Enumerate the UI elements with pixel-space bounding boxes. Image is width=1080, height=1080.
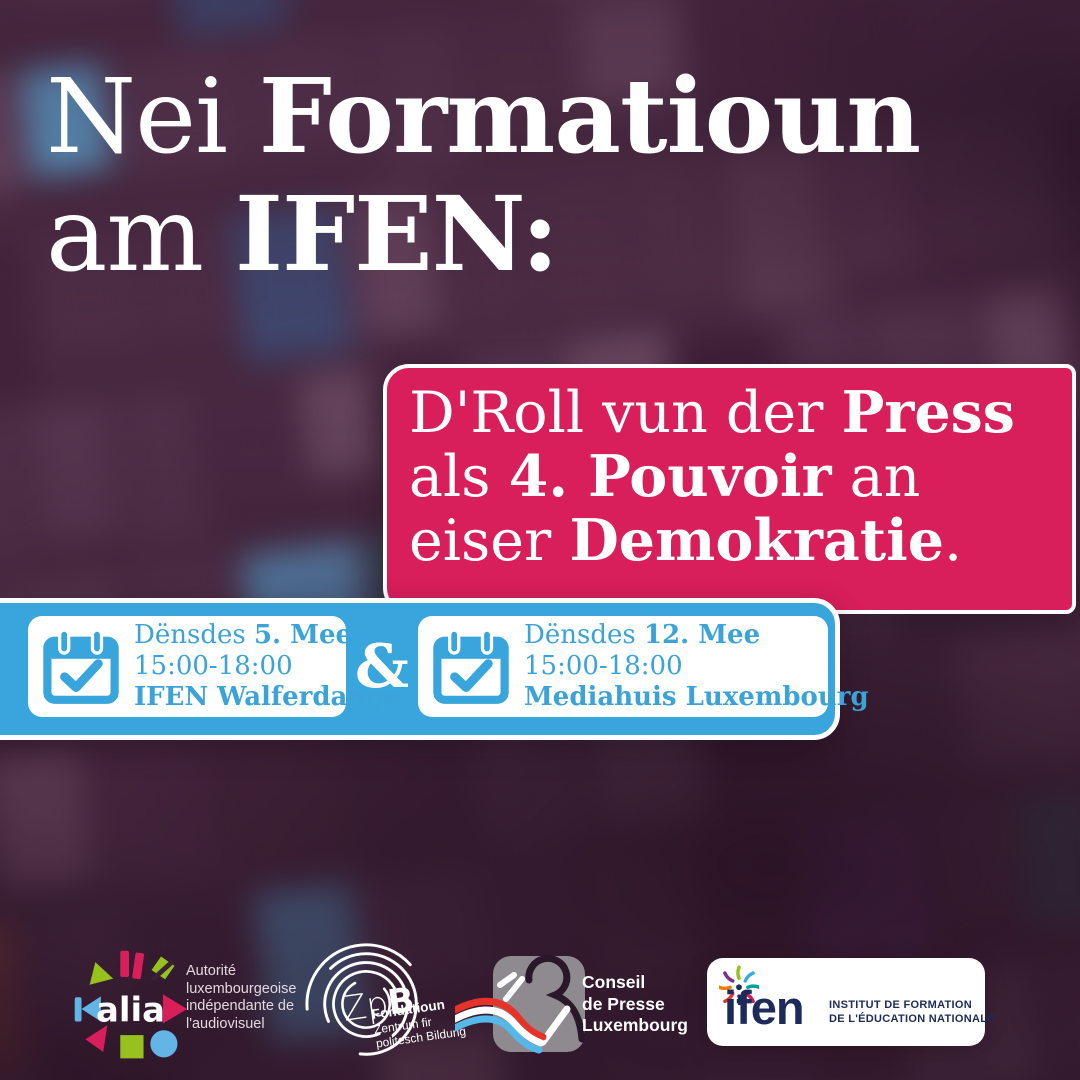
topic-line-1: D'Roll vun der Press — [409, 379, 1015, 446]
ifen-wordmark: ifen — [724, 981, 805, 1034]
event-1-details: Dënsdes 5. Mee 15:00-18:00 IFEN Walferda… — [134, 620, 401, 713]
event-2-time: 15:00-18:00 — [524, 651, 683, 681]
event-2-date: Dënsdes 12. Mee — [524, 620, 761, 650]
event-1-location: IFEN Walferdange — [134, 682, 401, 712]
topic-banner: D'Roll vun der Press als 4. Pouvoir an e… — [383, 364, 1076, 614]
topic-line-3: eiser Demokratie. — [409, 507, 963, 574]
calendar-check-icon — [43, 627, 119, 704]
svg-text:ZpB: ZpB — [340, 980, 417, 1030]
ifen-starburst-icon — [719, 965, 759, 1005]
event-2-details: Dënsdes 12. Mee 15:00-18:00 Mediahuis Lu… — [524, 620, 869, 713]
event-card-2: Dënsdes 12. Mee 15:00-18:00 Mediahuis Lu… — [418, 616, 869, 717]
conseil-de-presse-text: Conseil de Presse Luxembourg — [582, 972, 688, 1035]
zpb-logo: ZpB — [305, 943, 427, 1065]
alia-logo: alia — [74, 950, 188, 1059]
calendar-check-icon — [433, 627, 509, 704]
conseil-de-presse-logo — [455, 954, 586, 1054]
ifen-caption: INSTITUT DE FORMATION DE L'ÉDUCATION NAT… — [829, 999, 995, 1025]
ampersand-separator: & — [354, 632, 410, 702]
ifen-logo-card: ifen INSTITUT DE FORMATION DE L'ÉDUCATIO… — [707, 958, 995, 1046]
event-2-location: Mediahuis Luxembourg — [524, 682, 869, 712]
event-1-time: 15:00-18:00 — [134, 651, 293, 681]
title-line-2: am IFEN: — [46, 174, 559, 295]
event-1-date: Dënsdes 5. Mee — [134, 620, 353, 650]
event-card-1: Dënsdes 5. Mee 15:00-18:00 IFEN Walferda… — [28, 616, 401, 717]
topic-line-2: als 4. Pouvoir an — [409, 443, 921, 510]
alia-tagline: Autorité luxembourgeoise indépendante de… — [186, 963, 297, 1032]
page-title: Nei Formatioun am IFEN: — [46, 56, 921, 295]
svg-text:alia: alia — [96, 991, 165, 1030]
title-line-1: Nei Formatioun — [46, 56, 921, 177]
